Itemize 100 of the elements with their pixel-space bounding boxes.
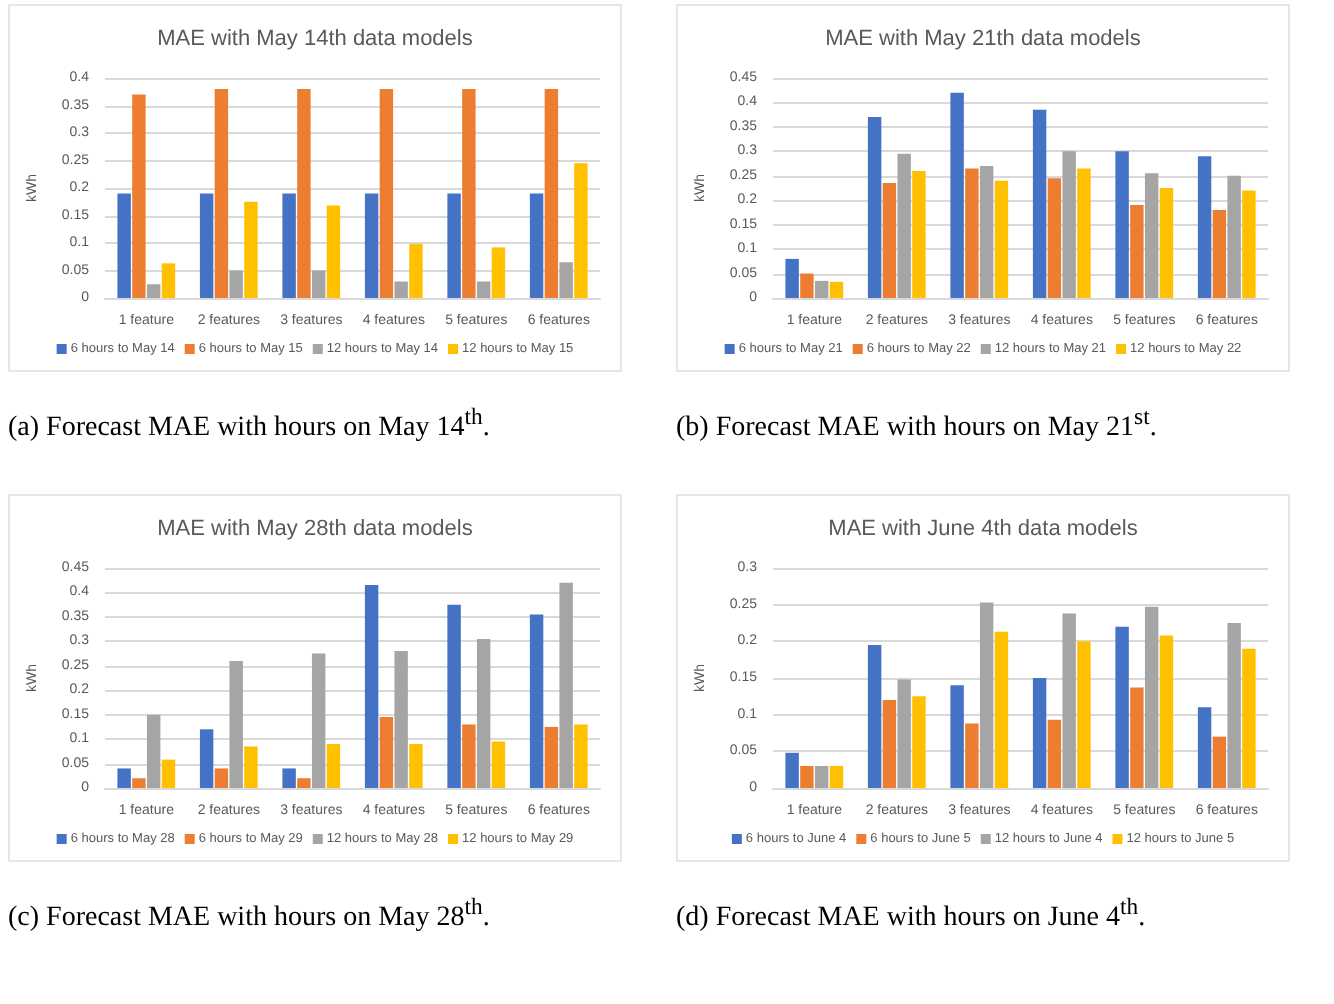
bar	[994, 631, 1009, 788]
bar	[1130, 687, 1144, 788]
chart-title: MAE with May 21th data models	[825, 27, 1142, 51]
bar	[529, 614, 544, 788]
text: (d) Forecast MAE with hours on June 4$^{th}$.	[676, 892, 1148, 936]
bar	[1062, 613, 1076, 788]
bar	[462, 724, 476, 788]
bar	[447, 193, 461, 298]
bar	[462, 89, 476, 298]
bar	[1032, 678, 1047, 788]
bar	[829, 281, 844, 298]
bar	[491, 741, 506, 788]
bar	[1197, 707, 1212, 788]
bar	[311, 653, 326, 788]
bar	[979, 166, 994, 298]
bar	[161, 263, 176, 298]
bar	[146, 714, 161, 788]
text: (c) Forecast MAE with hours on May 28$^{th}$.	[8, 892, 492, 936]
bar	[491, 247, 506, 298]
bar	[1077, 641, 1091, 788]
bar	[1227, 623, 1241, 788]
bar	[199, 729, 214, 788]
bar	[214, 89, 229, 298]
text: (b) Forecast MAE with hours on May 21$^{st}$.	[676, 402, 1159, 446]
bar	[409, 744, 423, 788]
bar	[912, 696, 926, 788]
bar	[1242, 190, 1256, 298]
bar	[282, 768, 296, 788]
bar	[117, 193, 131, 298]
bar	[1159, 188, 1174, 298]
bar	[199, 193, 214, 298]
bar	[867, 645, 882, 788]
bar	[1115, 626, 1129, 788]
bar	[559, 582, 573, 788]
bar	[132, 778, 146, 788]
bar	[1212, 736, 1227, 788]
bar	[1227, 175, 1241, 298]
bar	[1032, 109, 1047, 298]
bar	[161, 759, 176, 788]
bar	[1159, 635, 1174, 788]
bar	[1115, 151, 1129, 298]
bar	[282, 193, 296, 298]
bar	[1144, 173, 1159, 298]
bar	[229, 660, 243, 788]
bar	[814, 280, 829, 298]
bar	[1047, 719, 1062, 788]
bar	[379, 717, 394, 788]
bar	[1212, 210, 1227, 298]
bar	[785, 752, 799, 788]
bar	[1197, 156, 1212, 298]
bar	[117, 768, 131, 788]
bar	[574, 163, 588, 298]
bar	[244, 201, 258, 298]
bar	[1062, 151, 1076, 298]
bar	[897, 153, 911, 298]
bar	[559, 262, 573, 298]
bar	[297, 89, 311, 298]
bar	[244, 746, 258, 788]
bar	[1130, 205, 1144, 298]
bar	[950, 685, 964, 788]
chart-title: MAE with June 4th data models	[828, 517, 1139, 541]
bar	[912, 170, 926, 298]
bar	[297, 778, 311, 788]
bar	[1144, 606, 1159, 788]
bar	[544, 89, 559, 298]
text: (a) Forecast MAE with hours on May 14$^{th}$.	[8, 402, 492, 446]
bar	[800, 766, 814, 788]
bar	[800, 273, 814, 298]
bar	[394, 651, 408, 788]
bar	[867, 117, 882, 298]
bar	[364, 193, 379, 298]
bar	[476, 638, 491, 788]
bar	[544, 726, 559, 788]
bar	[965, 723, 979, 788]
bar	[994, 180, 1009, 298]
bar	[146, 284, 161, 298]
bar	[229, 270, 243, 298]
bar	[829, 766, 844, 788]
chart-title: MAE with May 14th data models	[157, 27, 474, 51]
bar	[409, 244, 423, 298]
bar	[326, 744, 341, 788]
bar	[132, 94, 146, 298]
bar	[965, 168, 979, 298]
bar	[326, 205, 341, 298]
bar	[394, 281, 408, 298]
bar	[814, 766, 829, 788]
bar	[785, 258, 799, 298]
bar	[364, 585, 379, 788]
bar	[979, 602, 994, 788]
bar	[1047, 178, 1062, 298]
bar	[447, 604, 461, 788]
bar	[1077, 168, 1091, 298]
bar	[882, 183, 897, 298]
bar	[476, 281, 491, 298]
bar	[214, 768, 229, 788]
bar	[311, 270, 326, 298]
bar	[882, 700, 897, 788]
bar	[529, 193, 544, 298]
bar	[1242, 648, 1256, 788]
bar	[897, 679, 911, 788]
